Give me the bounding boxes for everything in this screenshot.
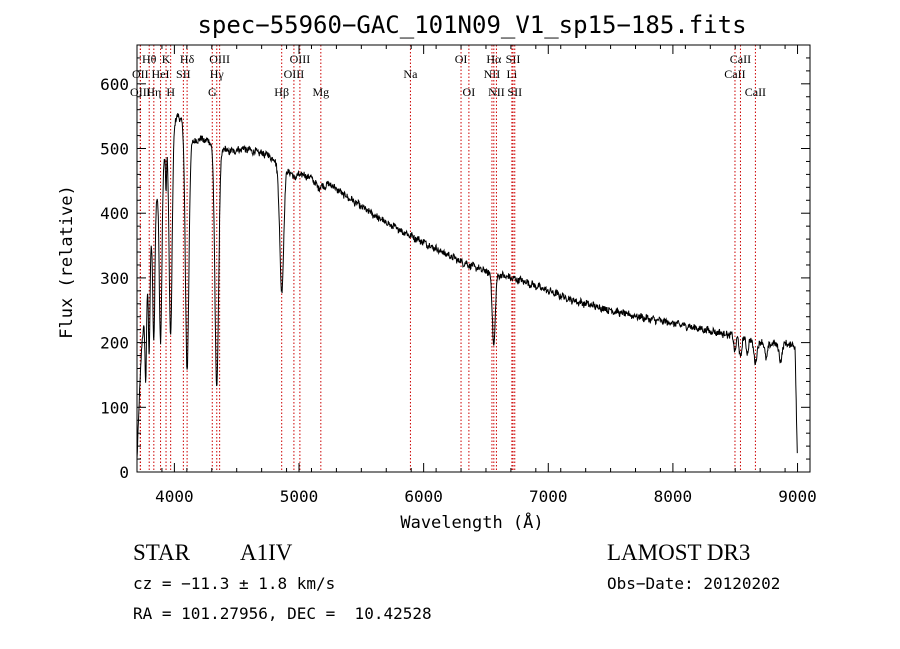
x-tick-label: 7000 [529, 487, 568, 506]
observation-date: Obs−Date: 20120202 [607, 574, 781, 593]
redshift-velocity: cz = −11.3 ± 1.8 km/s [133, 574, 336, 593]
x-tick-label: 5000 [280, 487, 319, 506]
object-subclass: A1IV [240, 540, 293, 565]
marker-label: Mg [312, 85, 329, 99]
marker-label: OIII [284, 67, 305, 81]
marker-label: SII [506, 52, 521, 66]
marker-label: H [166, 85, 175, 99]
plot-frame [136, 44, 811, 473]
marker-label: Hη [146, 85, 161, 99]
marker-label: OIII [290, 52, 311, 66]
marker-label: SII [176, 67, 191, 81]
marker-label: OIII [130, 85, 151, 99]
marker-label: SII [507, 85, 522, 99]
marker-label: Hγ [210, 67, 225, 81]
marker-label: OIII [209, 52, 230, 66]
spectrum-line [136, 113, 798, 459]
y-tick-label: 500 [100, 140, 129, 159]
survey-name: LAMOST DR3 [607, 540, 751, 565]
y-tick-label: 200 [100, 334, 129, 353]
marker-label: OI [455, 52, 468, 66]
y-tick-label: 400 [100, 204, 129, 223]
marker-label: CaII [730, 52, 751, 66]
marker-label: NII [484, 67, 501, 81]
y-tick-label: 100 [100, 398, 129, 417]
marker-label: Hθ [142, 52, 157, 66]
marker-label: G [208, 85, 217, 99]
marker-label: OI [463, 85, 476, 99]
chart-title: spec−55960−GAC_101N09_V1_sp15−185.fits [197, 11, 746, 39]
x-tick-label: 8000 [654, 487, 693, 506]
y-tick-label: 600 [100, 75, 129, 94]
marker-label: Hα [486, 52, 502, 66]
marker-label: HeI [152, 67, 170, 81]
plot-series [136, 113, 798, 459]
coordinates: RA = 101.27956, DEC = 10.42528 [133, 604, 432, 623]
y-tick-label: 0 [119, 463, 129, 482]
marker-label: Hδ [180, 52, 195, 66]
marker-label: CaII [745, 85, 766, 99]
y-axis-label: Flux (relative) [57, 185, 77, 339]
line-markers: HθOIIOIIIHηHeIKHSIIHδGHγOIIIHβOIIIOIIIMg… [130, 45, 766, 472]
x-tick-label: 6000 [404, 487, 443, 506]
axes: 4000 5000 6000 7000 8000 9000 0 100 200 300 400 500… [100, 44, 817, 506]
marker-label: Li [507, 67, 518, 81]
marker-label: NII [488, 85, 505, 99]
marker-label: Hβ [274, 85, 289, 99]
x-tick-label: 9000 [778, 487, 817, 506]
x-tick-label: 4000 [155, 487, 194, 506]
x-axis-label: Wavelength (Å) [400, 511, 543, 533]
marker-label: K [162, 52, 171, 66]
y-tick-label: 300 [100, 269, 129, 288]
marker-label: CaII [724, 67, 745, 81]
marker-label: Na [403, 67, 418, 81]
object-class: STAR [133, 540, 190, 565]
